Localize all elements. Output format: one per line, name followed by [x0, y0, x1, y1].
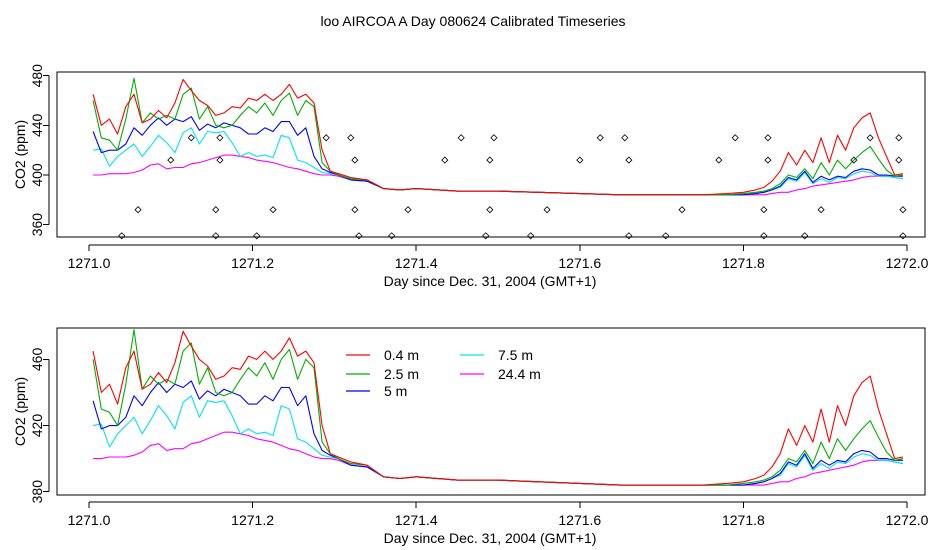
plot-frame [56, 71, 926, 238]
x-tick-label: 1271.8 [722, 255, 765, 271]
calibration-point [216, 134, 224, 142]
calibration-point [543, 206, 551, 214]
calibration-point [118, 232, 126, 240]
calibration-point [482, 232, 490, 240]
legend-label: 7.5 m [498, 347, 533, 363]
series-line [92, 116, 903, 196]
series-line [92, 77, 903, 196]
y-tick-label: 440 [29, 113, 45, 137]
x-tick-label: 1271.8 [722, 512, 765, 528]
x-axis-label: Day since Dec. 31, 2004 (GMT+1) [384, 530, 597, 546]
calibration-point [715, 156, 723, 164]
calibration-point [764, 156, 772, 164]
calibration-point [134, 206, 142, 214]
calibration-point [212, 232, 220, 240]
legend-label: 0.4 m [384, 347, 419, 363]
series-line [92, 330, 904, 486]
calibration-point [621, 134, 629, 142]
calibration-point [866, 134, 874, 142]
calibration-point [764, 134, 772, 142]
calibration-point [388, 232, 396, 240]
calibration-point [850, 156, 858, 164]
calibration-point [596, 134, 604, 142]
plot-frame [56, 327, 926, 496]
calibration-point [457, 134, 465, 142]
calibration-point [662, 232, 670, 240]
y-tick-label: 460 [29, 348, 45, 372]
calibration-point [760, 206, 768, 214]
calibration-point [212, 206, 220, 214]
legend-label: 24.4 m [498, 366, 541, 382]
calibration-point [731, 134, 739, 142]
y-axis-label: CO2 (ppm) [12, 120, 28, 189]
calibration-point [167, 156, 175, 164]
calibration-point [801, 232, 809, 240]
page-title: loo AIRCOA A Day 080624 Calibrated Times… [320, 13, 625, 29]
calibration-point [576, 156, 584, 164]
y-tick-label: 400 [29, 163, 45, 187]
x-tick-label: 1272.0 [886, 255, 929, 271]
calibration-point [347, 134, 355, 142]
calibration-point [351, 206, 359, 214]
calibration-point [625, 156, 633, 164]
series-line [93, 431, 904, 486]
calibration-point [899, 232, 907, 240]
calibration-point [625, 232, 633, 240]
x-tick-label: 1271.0 [68, 512, 111, 528]
calibration-point [322, 134, 330, 142]
calibration-point [817, 206, 825, 214]
y-axis-label: CO2 (ppm) [12, 377, 28, 446]
calibration-point [486, 206, 494, 214]
calibration-point [216, 156, 224, 164]
calibration-point [441, 156, 449, 164]
calibration-point [678, 206, 686, 214]
calibration-point [404, 206, 412, 214]
top-panel: 1271.0 1271.2 1271.4 1271.6 1271.8 1272.0 360 4… [12, 64, 929, 289]
calibration-point [486, 156, 494, 164]
series-line [92, 380, 903, 486]
bottom-panel: 1271.0 1271.2 1271.4 1271.6 1271.8 1272.0 380 4… [12, 327, 929, 546]
y-tick-label: 480 [29, 64, 45, 88]
calibration-point [355, 232, 363, 240]
x-tick-label: 1271.2 [231, 255, 274, 271]
y-tick-label: 360 [29, 213, 45, 237]
x-tick-label: 1271.0 [68, 255, 111, 271]
series-line [93, 154, 903, 196]
series-line [92, 329, 904, 486]
x-axis-label: Day since Dec. 31, 2004 (GMT+1) [384, 273, 597, 289]
legend-label: 5 m [384, 383, 407, 399]
x-tick-label: 1272.0 [886, 512, 929, 528]
x-tick-label: 1271.4 [395, 512, 438, 528]
legend-label: 2.5 m [384, 366, 419, 382]
x-tick-label: 1271.4 [395, 255, 438, 271]
x-tick-label: 1271.6 [558, 255, 601, 271]
calibration-point [269, 206, 277, 214]
x-tick-label: 1271.6 [558, 512, 601, 528]
calibration-point [527, 232, 535, 240]
x-tick-label: 1271.2 [231, 512, 274, 528]
calibration-point [760, 232, 768, 240]
y-tick-label: 380 [29, 480, 45, 504]
calibration-point [187, 134, 195, 142]
calibration-point [253, 232, 261, 240]
calibration-point [490, 134, 498, 142]
y-tick-label: 420 [29, 414, 45, 438]
calibration-point [895, 156, 903, 164]
calibration-point [899, 206, 907, 214]
series-line [92, 78, 903, 196]
calibration-point [351, 156, 359, 164]
calibration-point [895, 134, 903, 142]
